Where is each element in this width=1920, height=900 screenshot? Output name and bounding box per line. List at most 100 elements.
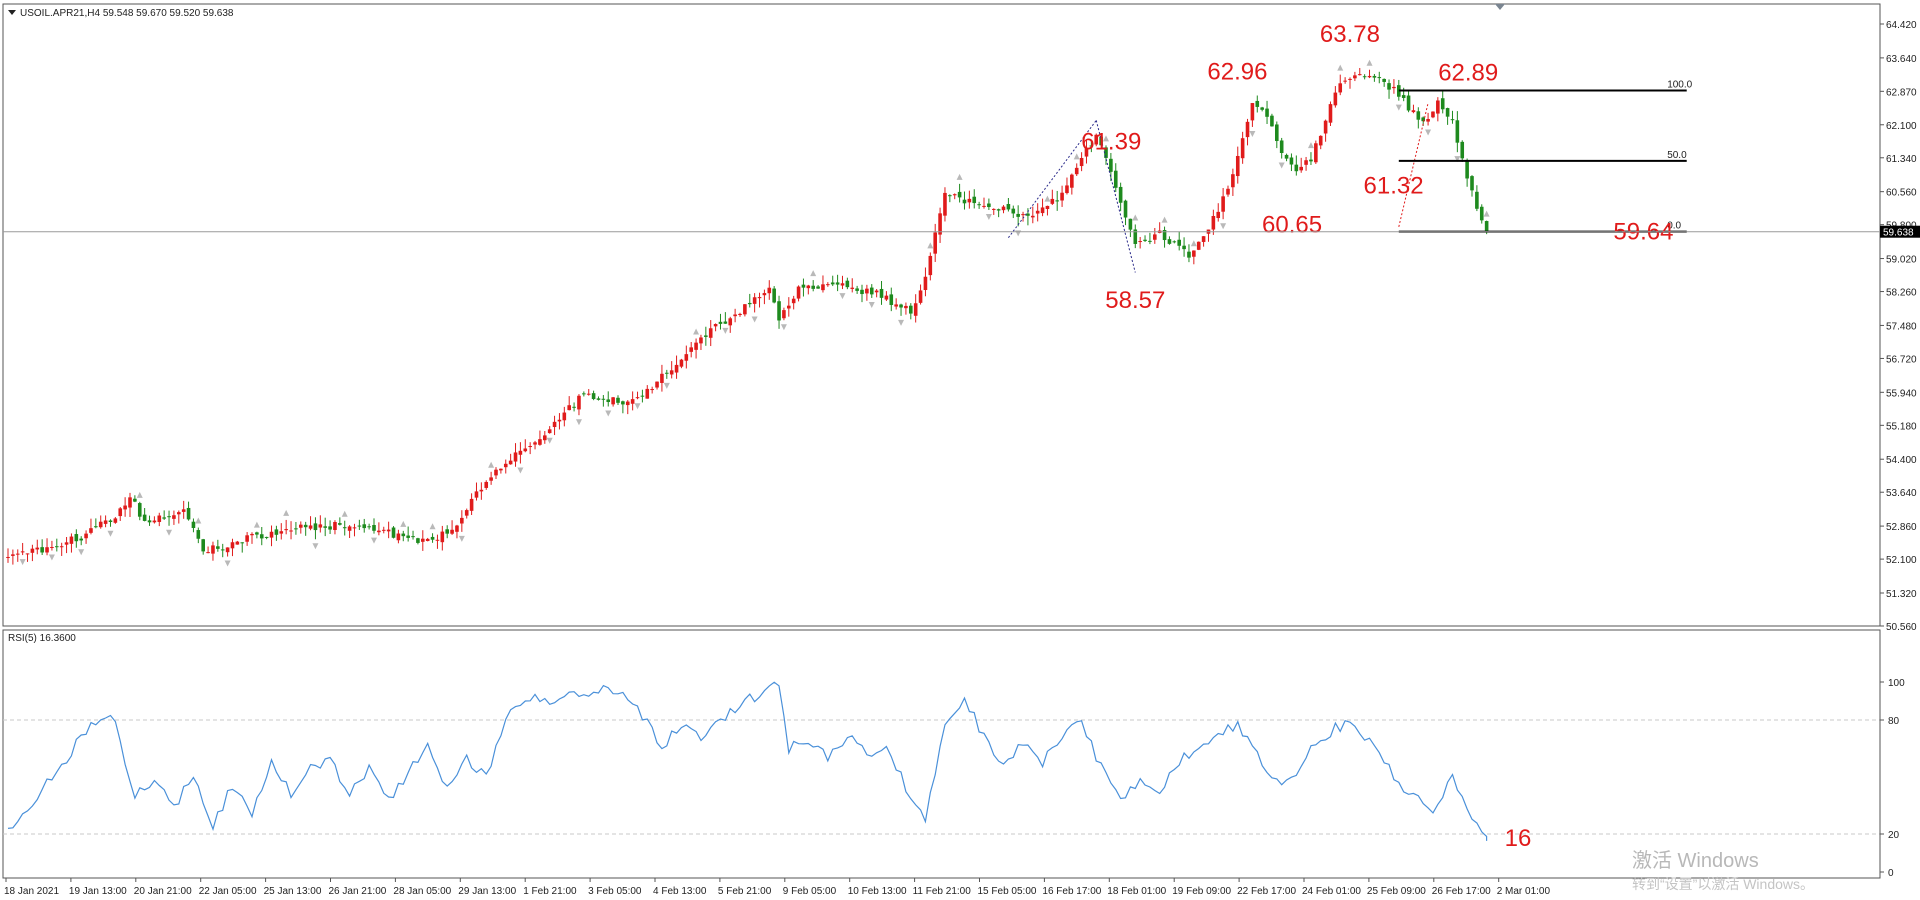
zigzag-lines bbox=[1007, 102, 1429, 273]
candle-body bbox=[840, 283, 845, 286]
time-tick-label: 19 Jan 13:00 bbox=[69, 886, 127, 897]
time-axis: 18 Jan 2021 19 Jan 13:00 20 Jan 21:00 22 Ja… bbox=[3, 877, 1880, 897]
rsi-panel[interactable]: 100 80 20 0 RSI(5) 16.3600 16 bbox=[2, 629, 1905, 879]
candle-body bbox=[1406, 95, 1411, 111]
rsi-levels bbox=[3, 719, 1880, 835]
candle-body bbox=[708, 328, 713, 338]
candle-body bbox=[1284, 154, 1289, 159]
candle-body bbox=[655, 381, 659, 388]
candle-body bbox=[372, 525, 376, 531]
collapse-triangle-icon[interactable] bbox=[8, 10, 16, 15]
candle-body bbox=[1314, 143, 1318, 163]
price-tick-label: 52.100 bbox=[1886, 555, 1917, 566]
candle-body bbox=[850, 287, 855, 289]
candle-body bbox=[289, 530, 293, 532]
candle-body bbox=[1133, 229, 1138, 244]
candle-body bbox=[225, 547, 230, 553]
candle-body bbox=[435, 539, 440, 541]
scroll-marker-icon[interactable] bbox=[1495, 4, 1505, 10]
candle-body bbox=[416, 538, 420, 543]
fractal-arrow-icon bbox=[722, 327, 729, 334]
candle-body bbox=[1338, 83, 1343, 93]
candle-body bbox=[1182, 245, 1186, 250]
fractal-arrow-icon bbox=[1103, 135, 1109, 142]
candle-body bbox=[450, 529, 454, 534]
candle-body bbox=[533, 442, 537, 445]
candle-body bbox=[728, 318, 733, 326]
candle-body bbox=[1382, 78, 1386, 82]
candle-body bbox=[1123, 200, 1128, 218]
candle-body bbox=[547, 429, 552, 434]
candle-body bbox=[1465, 160, 1469, 179]
candle-body bbox=[1079, 157, 1084, 167]
watermark-subtitle: 转到“设置”以激活 Windows。 bbox=[1632, 876, 1814, 892]
candle-body bbox=[20, 551, 25, 553]
swing-price-label: 61.39 bbox=[1081, 129, 1141, 156]
candle-body bbox=[1201, 236, 1206, 242]
candle-body bbox=[718, 321, 723, 324]
candle-body bbox=[386, 529, 391, 532]
candle-body bbox=[957, 191, 962, 198]
time-tick-label: 29 Jan 13:00 bbox=[458, 886, 516, 897]
fractal-arrow-icon bbox=[166, 529, 173, 536]
fractal-arrow-icon bbox=[78, 549, 85, 556]
time-tick-label: 9 Feb 05:00 bbox=[783, 886, 837, 897]
candle-body bbox=[1026, 213, 1030, 216]
candle-body bbox=[660, 373, 664, 383]
candle-body bbox=[733, 314, 737, 317]
candle-body bbox=[1260, 107, 1264, 110]
candle-body bbox=[1162, 230, 1167, 241]
candle-body bbox=[991, 208, 996, 210]
candle-body bbox=[396, 533, 401, 541]
candle-body bbox=[1040, 207, 1045, 214]
candle-body bbox=[684, 354, 689, 361]
fractal-arrow-icon bbox=[927, 242, 934, 249]
candle-body bbox=[1387, 83, 1391, 90]
fractal-arrow-icon bbox=[488, 461, 495, 468]
candle-body bbox=[1475, 191, 1479, 209]
time-tick-label: 15 Feb 05:00 bbox=[978, 886, 1037, 897]
time-tick-label: 1 Feb 21:00 bbox=[523, 886, 577, 897]
candle-body bbox=[1450, 119, 1455, 121]
candle-body bbox=[128, 497, 132, 508]
candle-body bbox=[674, 364, 679, 373]
candle-body bbox=[933, 232, 937, 254]
candle-body bbox=[1089, 145, 1094, 147]
candle-body bbox=[894, 304, 898, 307]
candle-body bbox=[1421, 117, 1425, 122]
candle-body bbox=[948, 195, 952, 197]
candle-body bbox=[313, 523, 318, 531]
candle-body bbox=[503, 463, 508, 468]
price-panel[interactable]: 64.42063.64062.87062.10061.34060.56059.8… bbox=[2, 3, 1920, 633]
time-tick-label: 25 Feb 09:00 bbox=[1367, 886, 1426, 897]
candle-body bbox=[55, 546, 59, 548]
price-tick-label: 63.640 bbox=[1886, 54, 1917, 65]
candle-body bbox=[830, 282, 835, 285]
candle-body bbox=[1357, 74, 1362, 76]
candle-body bbox=[411, 536, 415, 538]
candle-body bbox=[967, 198, 972, 203]
candle-body bbox=[767, 287, 772, 294]
candle-body bbox=[142, 514, 147, 521]
candle-body bbox=[1196, 241, 1201, 250]
time-tick-label: 2 Mar 01:00 bbox=[1497, 886, 1551, 897]
candle-body bbox=[1094, 134, 1099, 145]
candle-body bbox=[1240, 138, 1245, 159]
candle-body bbox=[1231, 174, 1235, 188]
candle-body bbox=[562, 412, 567, 421]
fractal-arrow-icon bbox=[1249, 130, 1256, 137]
candle-body bbox=[342, 527, 347, 529]
candle-body bbox=[279, 531, 284, 534]
fractal-markers bbox=[19, 59, 1490, 567]
candle-body bbox=[338, 523, 342, 525]
candle-body bbox=[1074, 167, 1079, 175]
time-tick-label: 24 Feb 01:00 bbox=[1302, 886, 1361, 897]
fractal-arrow-icon bbox=[1044, 195, 1051, 202]
candle-body bbox=[889, 294, 894, 305]
candle-body bbox=[255, 532, 259, 535]
price-tick-label: 50.560 bbox=[1886, 622, 1917, 633]
candle-body bbox=[401, 533, 406, 537]
candle-body bbox=[1304, 160, 1308, 165]
